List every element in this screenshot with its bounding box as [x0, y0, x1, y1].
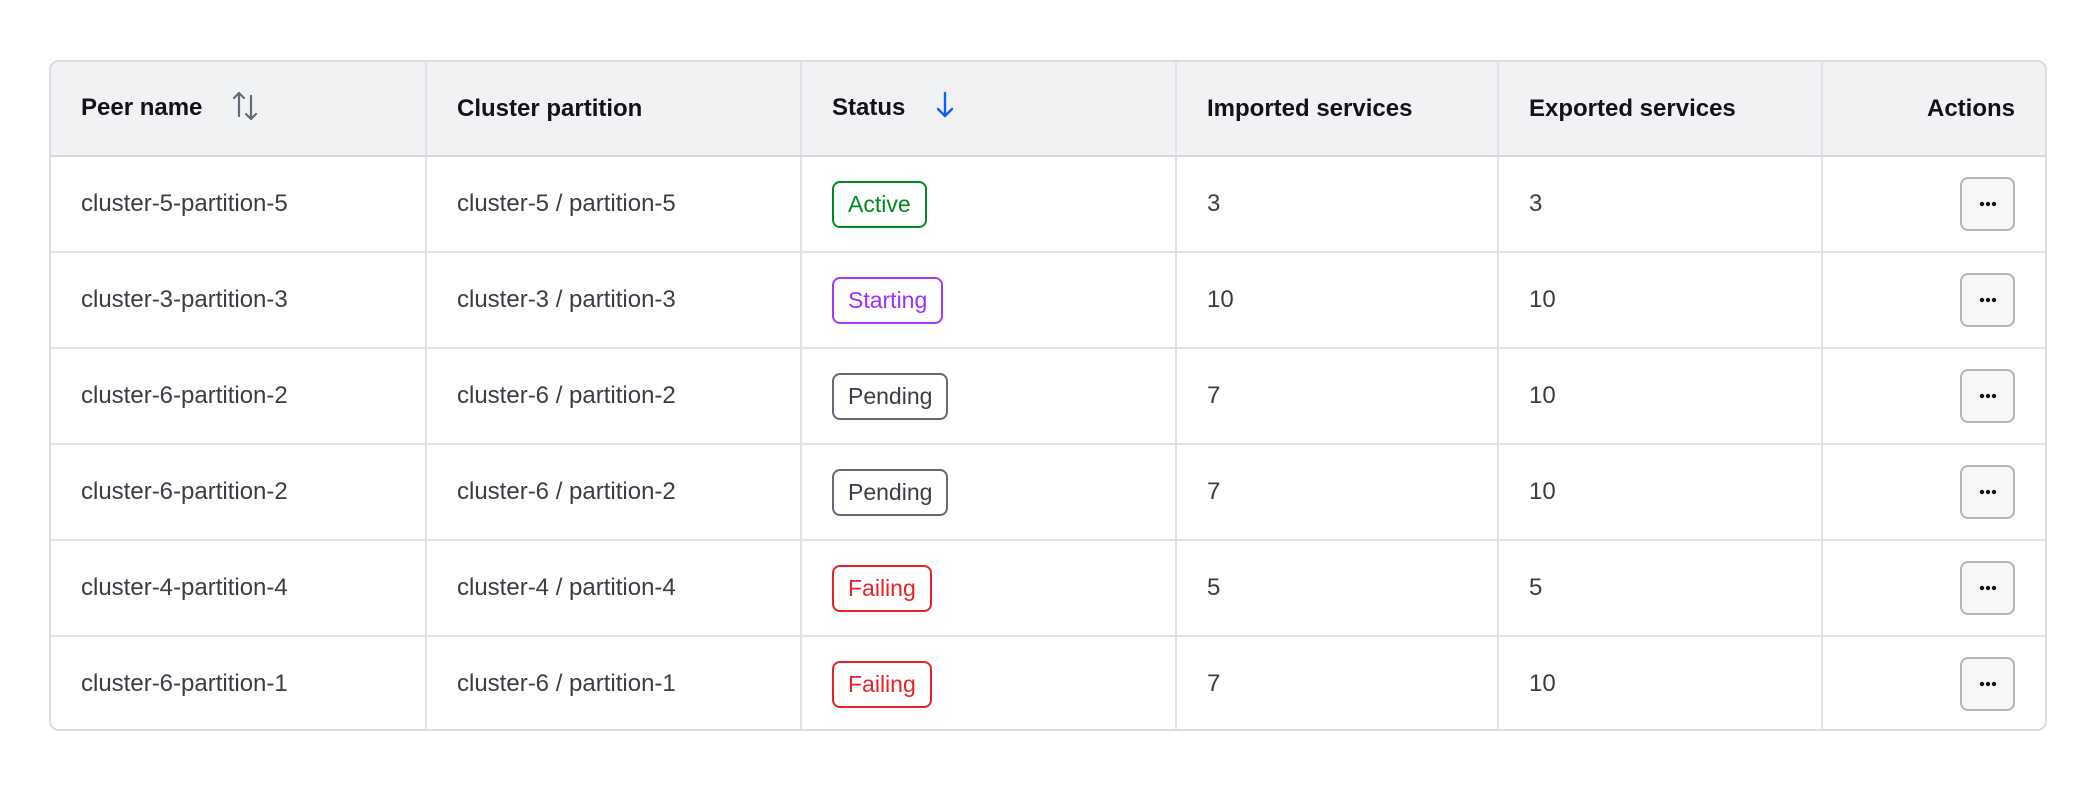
table-row: cluster-6-partition-2 cluster-6 / partit… — [51, 348, 2045, 445]
exported-services-cell: 10 — [1498, 348, 1823, 445]
row-actions-button[interactable] — [1960, 465, 2015, 519]
sort-unsorted-icon[interactable] — [232, 88, 258, 129]
peers-table: Peer name Cluster partition Status Impor… — [49, 60, 2047, 731]
exported-services-cell: 10 — [1498, 444, 1823, 541]
peer-name-cell: cluster-6-partition-2 — [51, 444, 427, 541]
table-row: cluster-6-partition-2 cluster-6 / partit… — [51, 444, 2045, 541]
more-horizontal-icon — [1979, 585, 1996, 591]
peer-name-cell: cluster-4-partition-4 — [51, 540, 427, 637]
table-row: cluster-5-partition-5 cluster-5 / partit… — [51, 156, 2045, 253]
more-horizontal-icon — [1979, 489, 1996, 495]
peer-name-cell: cluster-6-partition-1 — [51, 636, 427, 729]
row-actions-button[interactable] — [1960, 177, 2015, 231]
status-cell: Pending — [801, 444, 1177, 541]
more-horizontal-icon — [1979, 681, 1996, 687]
column-label: Peer name — [81, 93, 203, 121]
status-badge: Failing — [832, 660, 932, 708]
peer-name-cell: cluster-5-partition-5 — [51, 156, 427, 253]
peer-name-cell: cluster-3-partition-3 — [51, 252, 427, 349]
exported-services-cell: 10 — [1498, 252, 1823, 349]
imported-services-cell: 5 — [1176, 540, 1499, 637]
actions-cell — [1822, 540, 2045, 637]
peer-name-cell: cluster-6-partition-2 — [51, 348, 427, 445]
status-badge: Pending — [832, 468, 949, 516]
column-header-cluster-partition: Cluster partition — [426, 62, 802, 157]
more-horizontal-icon — [1979, 393, 1996, 399]
table-header-row: Peer name Cluster partition Status Impor… — [51, 62, 2045, 157]
cluster-partition-cell: cluster-6 / partition-2 — [426, 444, 802, 541]
column-header-imported-services: Imported services — [1176, 62, 1499, 157]
column-header-status[interactable]: Status — [801, 62, 1177, 157]
more-horizontal-icon — [1979, 297, 1996, 303]
table-row: cluster-3-partition-3 cluster-3 / partit… — [51, 252, 2045, 349]
column-header-actions: Actions — [1822, 62, 2045, 157]
actions-cell — [1822, 636, 2045, 729]
status-badge: Starting — [832, 276, 944, 324]
row-actions-button[interactable] — [1960, 273, 2015, 327]
actions-cell — [1822, 156, 2045, 253]
imported-services-cell: 10 — [1176, 252, 1499, 349]
cluster-partition-cell: cluster-6 / partition-2 — [426, 348, 802, 445]
exported-services-cell: 5 — [1498, 540, 1823, 637]
cluster-partition-cell: cluster-4 / partition-4 — [426, 540, 802, 637]
exported-services-cell: 3 — [1498, 156, 1823, 253]
status-cell: Active — [801, 156, 1177, 253]
cluster-partition-cell: cluster-3 / partition-3 — [426, 252, 802, 349]
status-badge: Failing — [832, 564, 932, 612]
actions-cell — [1822, 348, 2045, 445]
row-actions-button[interactable] — [1960, 657, 2015, 711]
status-badge: Pending — [832, 372, 949, 420]
imported-services-cell: 3 — [1176, 156, 1499, 253]
column-header-exported-services: Exported services — [1498, 62, 1823, 157]
more-horizontal-icon — [1979, 201, 1996, 207]
exported-services-cell: 10 — [1498, 636, 1823, 729]
imported-services-cell: 7 — [1176, 636, 1499, 729]
cluster-partition-cell: cluster-5 / partition-5 — [426, 156, 802, 253]
imported-services-cell: 7 — [1176, 348, 1499, 445]
status-cell: Starting — [801, 252, 1177, 349]
table-row: cluster-6-partition-1 cluster-6 / partit… — [51, 636, 2045, 729]
cluster-partition-cell: cluster-6 / partition-1 — [426, 636, 802, 729]
table-row: cluster-4-partition-4 cluster-4 / partit… — [51, 540, 2045, 637]
row-actions-button[interactable] — [1960, 561, 2015, 615]
column-label: Status — [832, 93, 906, 121]
actions-cell — [1822, 252, 2045, 349]
row-actions-button[interactable] — [1960, 369, 2015, 423]
imported-services-cell: 7 — [1176, 444, 1499, 541]
status-cell: Failing — [801, 636, 1177, 729]
column-header-peer-name[interactable]: Peer name — [51, 62, 427, 157]
status-cell: Pending — [801, 348, 1177, 445]
sort-descending-icon[interactable] — [935, 90, 955, 127]
status-cell: Failing — [801, 540, 1177, 637]
actions-cell — [1822, 444, 2045, 541]
status-badge: Active — [832, 180, 927, 228]
